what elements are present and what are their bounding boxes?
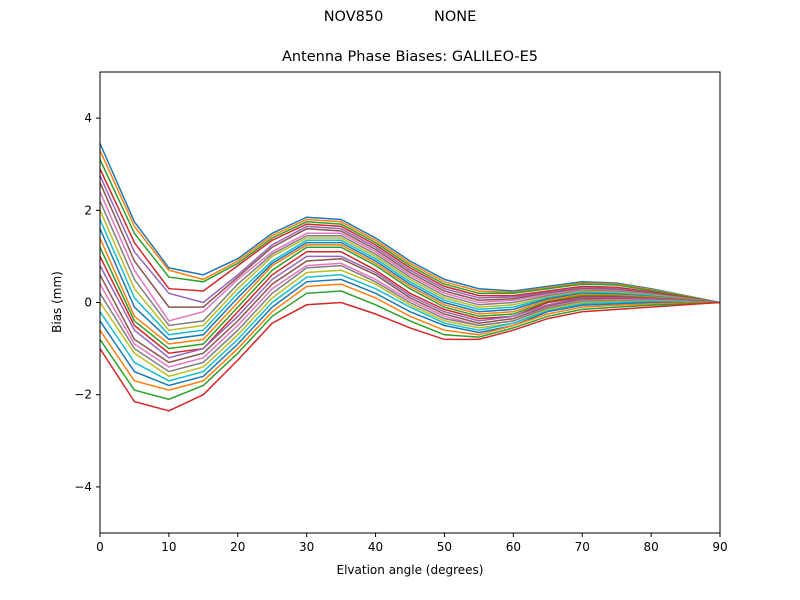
x-tick-label: 20: [230, 540, 245, 554]
series-line: [99, 283, 721, 391]
series-line: [99, 255, 721, 359]
series-line: [99, 278, 720, 387]
y-axis: −4 −2 0 2 4: [74, 111, 100, 494]
series-line: [99, 228, 721, 341]
x-axis-label: Elvation angle (degrees): [337, 563, 484, 577]
series-line: [99, 150, 721, 304]
chart-title: Antenna Phase Biases: GALILEO-E5: [281, 49, 539, 65]
x-tick-label: 10: [161, 540, 176, 554]
y-tick-label: 0: [84, 296, 92, 310]
series-lines: [99, 143, 721, 412]
x-tick-label: 70: [575, 540, 590, 554]
series-line: [99, 209, 721, 331]
x-axis: 0 10 20 30 40 50 60 70 80 90: [96, 533, 728, 554]
x-tick-label: 0: [96, 540, 104, 554]
series-line: [99, 219, 721, 336]
y-tick-label: −2: [74, 388, 92, 402]
series-line: [99, 159, 721, 304]
series-line: [99, 200, 721, 327]
series-line: [99, 237, 721, 345]
x-tick-label: 80: [643, 540, 658, 554]
x-tick-label: 30: [299, 540, 314, 554]
series-line: [99, 246, 721, 350]
series-line: [99, 301, 721, 412]
series-line: [99, 264, 721, 373]
y-tick-label: 4: [84, 111, 92, 125]
series-line: [99, 257, 721, 364]
x-tick-label: 50: [437, 540, 452, 554]
series-line: [99, 269, 721, 378]
series-line: [99, 168, 721, 304]
series-line: [99, 143, 721, 304]
x-tick-label: 90: [712, 540, 727, 554]
series-line: [99, 182, 721, 308]
y-tick-label: 2: [84, 203, 92, 217]
y-tick-label: −4: [74, 480, 92, 494]
series-line: [99, 175, 721, 304]
series-line: [99, 290, 721, 401]
series-line: [99, 191, 721, 322]
series-line: [99, 262, 721, 368]
x-tick-label: 40: [368, 540, 383, 554]
series-line: [99, 274, 721, 382]
figure-suptitle: NOV850 NONE: [323, 9, 477, 25]
y-axis-label: Bias (mm): [50, 271, 64, 333]
x-tick-label: 60: [506, 540, 521, 554]
